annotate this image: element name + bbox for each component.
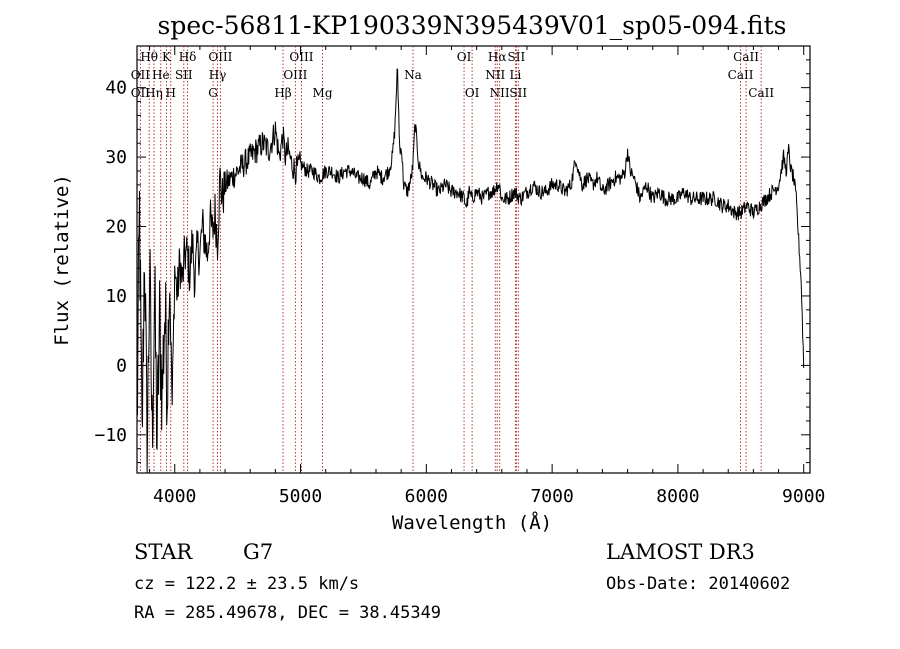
line-label: SII (509, 86, 527, 100)
line-label: CaII (733, 50, 759, 64)
line-label: Hδ (179, 50, 197, 64)
line-label: SII (508, 50, 526, 64)
x-tick-label: 8000 (656, 486, 699, 507)
object-type: STAR (134, 540, 193, 564)
spectrum-series (136, 68, 805, 474)
x-tick-label: 4000 (153, 486, 196, 507)
line-label: CaII (728, 68, 754, 82)
spectrum-line (136, 68, 805, 474)
line-label: OIII (208, 50, 232, 64)
line-label: OIII (283, 68, 307, 82)
line-label: Hα (488, 50, 507, 64)
ra-dec: RA = 285.49678, DEC = 38.45349 (134, 603, 442, 623)
y-axis-label: Flux (relative) (51, 174, 73, 346)
line-label: Hγ (209, 68, 227, 82)
line-label: Mg (313, 86, 333, 100)
object-subclass: G7 (243, 540, 274, 564)
y-tick-label: −10 (94, 425, 127, 446)
line-label: OII (131, 68, 151, 82)
line-label: OIII (289, 50, 313, 64)
x-tick-label: 7000 (530, 486, 573, 507)
line-label: H (165, 86, 175, 100)
line-label: NII (490, 86, 510, 100)
line-label: NII (485, 68, 505, 82)
line-label: CaII (748, 86, 774, 100)
line-label: OII (131, 86, 151, 100)
y-tick-label: 10 (105, 286, 127, 307)
x-tick-label: 6000 (405, 486, 448, 507)
x-tick-label: 9000 (782, 486, 825, 507)
plot-frame (136, 45, 811, 474)
line-label: Hθ (140, 50, 158, 64)
line-label: SII (175, 68, 193, 82)
line-label: OI (465, 86, 480, 100)
line-label: Na (404, 68, 422, 82)
line-label: K (162, 50, 172, 64)
y-tick-label: 40 (105, 78, 127, 99)
line-label: G (208, 86, 218, 100)
chart-title: spec-56811-KP190339N395439V01_sp05-094.f… (158, 11, 787, 40)
observation-date: Obs-Date: 20140602 (606, 574, 791, 594)
survey-name: LAMOST DR3 (606, 540, 755, 564)
redshift-cz: cz = 122.2 ± 23.5 km/s (134, 574, 360, 594)
y-tick-label: 30 (105, 147, 127, 168)
line-label: Hη (145, 86, 163, 100)
y-axis-ticks: −10 0 10 20 30 40 (94, 59, 810, 464)
x-axis-ticks: 4000 5000 6000 7000 8000 9000 (149, 46, 825, 507)
line-label: OI (457, 50, 472, 64)
x-tick-label: 5000 (279, 486, 322, 507)
x-axis-label: Wavelength (Å) (392, 511, 552, 534)
y-tick-label: 20 (105, 217, 127, 238)
y-tick-label: 0 (116, 355, 127, 376)
line-label: Li (509, 68, 521, 82)
line-label: Hβ (274, 86, 291, 100)
spectral-line-markers (139, 46, 762, 473)
line-label: He (152, 68, 170, 82)
